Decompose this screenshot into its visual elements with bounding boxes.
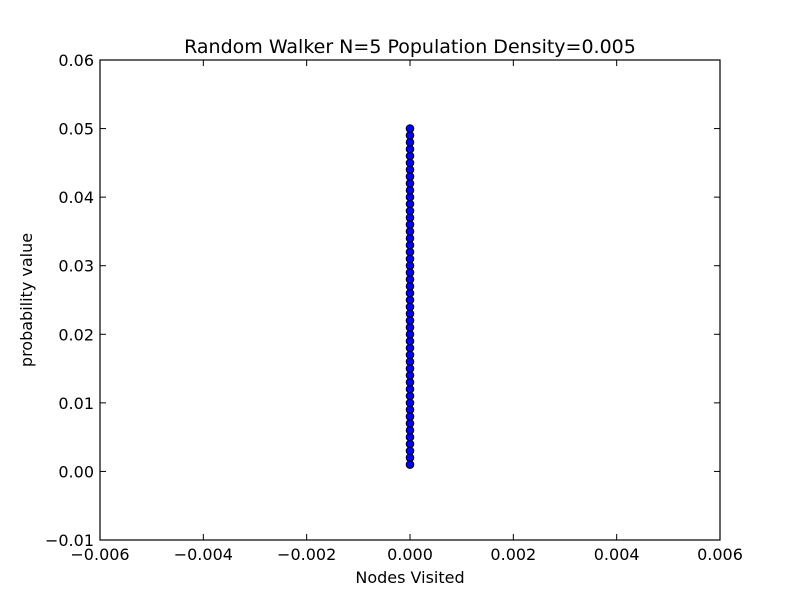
y-tick-label: 0.03 — [58, 257, 94, 276]
y-tick-label: 0.04 — [58, 188, 94, 207]
chart-title: Random Walker N=5 Population Density=0.0… — [184, 36, 636, 58]
y-tick-label: 0.06 — [58, 51, 94, 70]
x-tick-label: 0.000 — [387, 545, 433, 564]
data-point — [405, 124, 415, 133]
y-tick-label: 0.05 — [58, 120, 94, 139]
x-tick-label: −0.002 — [277, 545, 336, 564]
y-tick-label: −0.01 — [45, 531, 94, 550]
x-tick-label: 0.004 — [594, 545, 640, 564]
y-tick-label: 0.01 — [58, 394, 94, 413]
x-tick-label: −0.006 — [70, 545, 129, 564]
x-axis-title: Nodes Visited — [355, 568, 464, 587]
x-tick-label: 0.006 — [697, 545, 743, 564]
y-tick-label: 0.00 — [58, 462, 94, 481]
y-axis-title: probability value — [17, 233, 36, 367]
x-tick-label: 0.002 — [490, 545, 536, 564]
x-tick-label: −0.004 — [174, 545, 233, 564]
y-tick-label: 0.02 — [58, 325, 94, 344]
plot-area: −0.006 −0.004 −0.002 0.000 0.002 0.004 0.006 −0… — [45, 51, 743, 564]
